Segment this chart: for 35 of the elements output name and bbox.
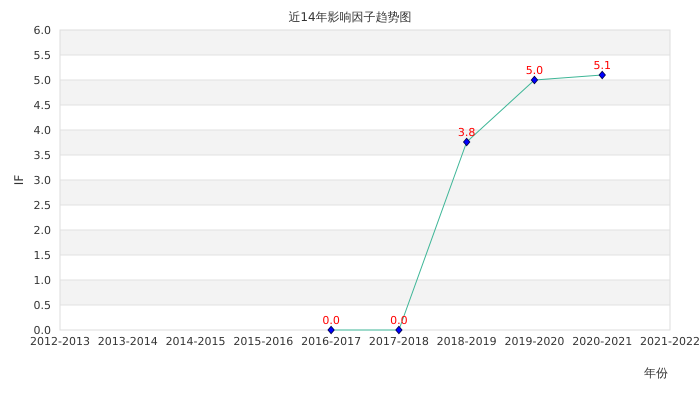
x-tick-label: 2020-2021 <box>572 335 632 348</box>
y-tick-label: 4.0 <box>34 124 51 137</box>
x-tick-label: 2015-2016 <box>233 335 294 348</box>
y-tick-label: 5.0 <box>34 74 51 87</box>
chart-title: 近14年影响因子趋势图 <box>288 10 412 24</box>
y-tick-label: 6.0 <box>34 24 51 37</box>
y-tick-label: 3.0 <box>34 174 51 187</box>
y-tick-label: 2.5 <box>34 199 51 212</box>
x-tick-label: 2013-2014 <box>98 335 158 348</box>
y-tick-label: 0.5 <box>34 299 51 312</box>
point <box>598 70 606 80</box>
point <box>530 76 538 84</box>
x-tick-label: 2014-2015 <box>166 335 226 348</box>
point <box>395 326 402 334</box>
x-tick-label: 2012-2013 <box>30 335 90 348</box>
y-tick-label: 2.0 <box>34 224 51 237</box>
data-label: 5.0 <box>526 64 544 77</box>
point <box>463 138 470 146</box>
x-tick-label: 2021-2022 <box>640 335 700 348</box>
y-tick-label: 1.0 <box>34 274 51 287</box>
x-tick-label: 2019-2020 <box>504 335 564 348</box>
y-axis-title: IF <box>12 174 26 186</box>
y-tick-label: 0.0 <box>34 324 51 337</box>
y-tick-label: 4.5 <box>34 99 51 112</box>
point <box>328 326 335 334</box>
data-label: 0.0 <box>322 314 340 327</box>
y-tick-label: 1.5 <box>34 249 51 262</box>
data-label: 5.1 <box>593 59 611 72</box>
x-tick-label: 2016-2017 <box>301 335 362 348</box>
y-tick-label: 3.5 <box>34 149 51 162</box>
y-tick-label: 5.5 <box>34 49 51 62</box>
x-axis-title: 年份 <box>644 366 668 380</box>
x-tick-label: 2017-2018 <box>368 335 429 348</box>
data-label: 3.8 <box>458 126 476 139</box>
x-tick-label: 2018-2019 <box>436 335 497 348</box>
